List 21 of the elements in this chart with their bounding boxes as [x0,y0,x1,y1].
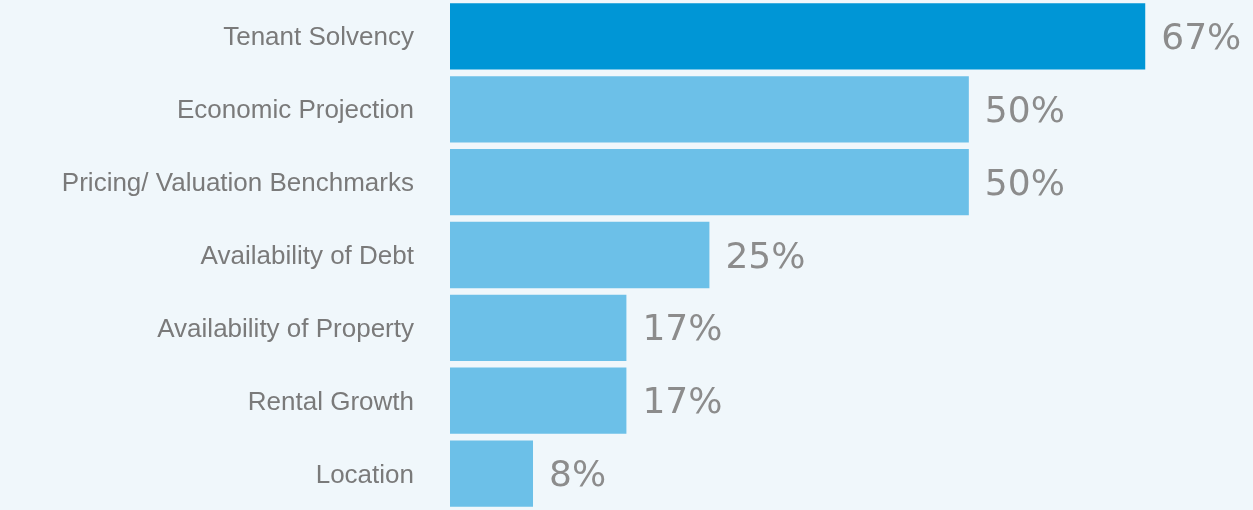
bar [450,294,627,362]
bar [450,76,969,143]
bar [450,148,969,216]
data-label: 50% [984,161,1065,203]
data-label: 17% [642,307,723,349]
y-tick-label: Rental Growth [247,385,414,416]
y-tick-label: Economic Projection [177,94,414,125]
bar [450,440,534,507]
y-tick-label: Location [315,458,414,489]
y-tick-label: Pricing/ Valuation Benchmarks [61,167,414,198]
data-label: 17% [642,380,723,422]
y-tick-label: Tenant Solvency [223,21,414,52]
y-tick-label: Availability of Debt [200,240,415,270]
bar [450,221,710,289]
data-label: 8% [549,453,607,495]
bar [450,3,1146,70]
data-label: 50% [984,88,1065,130]
data-label: 25% [725,234,806,276]
bar [450,367,627,434]
data-label: 67% [1161,15,1242,57]
y-tick-label: Availability of Property [157,312,414,343]
